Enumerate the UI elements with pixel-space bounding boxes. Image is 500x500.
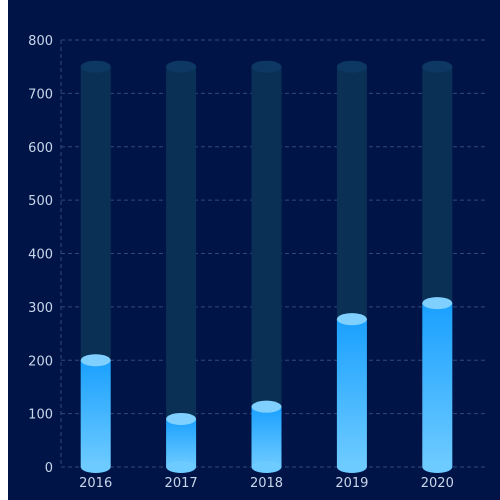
y-tick-label: 200 <box>28 354 53 369</box>
y-tick-label: 400 <box>28 248 53 263</box>
data-bars <box>80 297 453 473</box>
bar-top-cap <box>166 412 197 425</box>
bar-top-cap <box>251 400 282 413</box>
bar-base-cap <box>422 461 453 473</box>
y-tick-label: 0 <box>45 461 53 476</box>
y-tick-label: 100 <box>28 408 53 423</box>
bar-base-cap <box>166 461 197 473</box>
background-track-cap <box>166 60 197 73</box>
y-tick-label: 500 <box>28 194 53 209</box>
bar-2020[interactable] <box>422 303 453 467</box>
y-axis: 0 100 200 300 400 500 600 700 800 <box>28 34 62 476</box>
y-tick-label: 300 <box>28 301 53 316</box>
bar-top-cap <box>422 297 453 310</box>
bar-top-cap <box>336 313 367 326</box>
background-track-cap <box>80 60 111 73</box>
bar-base-cap <box>80 461 111 473</box>
bar-top-cap <box>80 354 111 367</box>
background-track-cap <box>251 60 282 73</box>
background-track-cap <box>336 60 367 73</box>
bar-2019[interactable] <box>336 319 367 467</box>
bar-base-cap <box>336 461 367 473</box>
background-track <box>251 66 282 467</box>
x-tick-label: 2017 <box>165 476 198 491</box>
bar-2016[interactable] <box>80 360 111 467</box>
y-tick-label: 600 <box>28 141 53 156</box>
background-track-cap <box>422 60 453 73</box>
background-track <box>166 66 197 467</box>
bar-2018[interactable] <box>251 406 282 467</box>
x-axis-labels: 2016 2017 2018 2019 2020 <box>79 476 454 491</box>
x-tick-label: 2019 <box>335 476 368 491</box>
bar-base-cap <box>251 461 282 473</box>
x-tick-label: 2020 <box>421 476 454 491</box>
x-tick-label: 2016 <box>79 476 112 491</box>
chart-panel: 0 100 200 300 400 500 600 700 800 2016 2017 2018 20… <box>8 0 500 500</box>
x-tick-label: 2018 <box>250 476 283 491</box>
y-tick-label: 800 <box>28 34 53 49</box>
y-tick-label: 700 <box>28 87 53 102</box>
bar-2017[interactable] <box>166 418 197 467</box>
